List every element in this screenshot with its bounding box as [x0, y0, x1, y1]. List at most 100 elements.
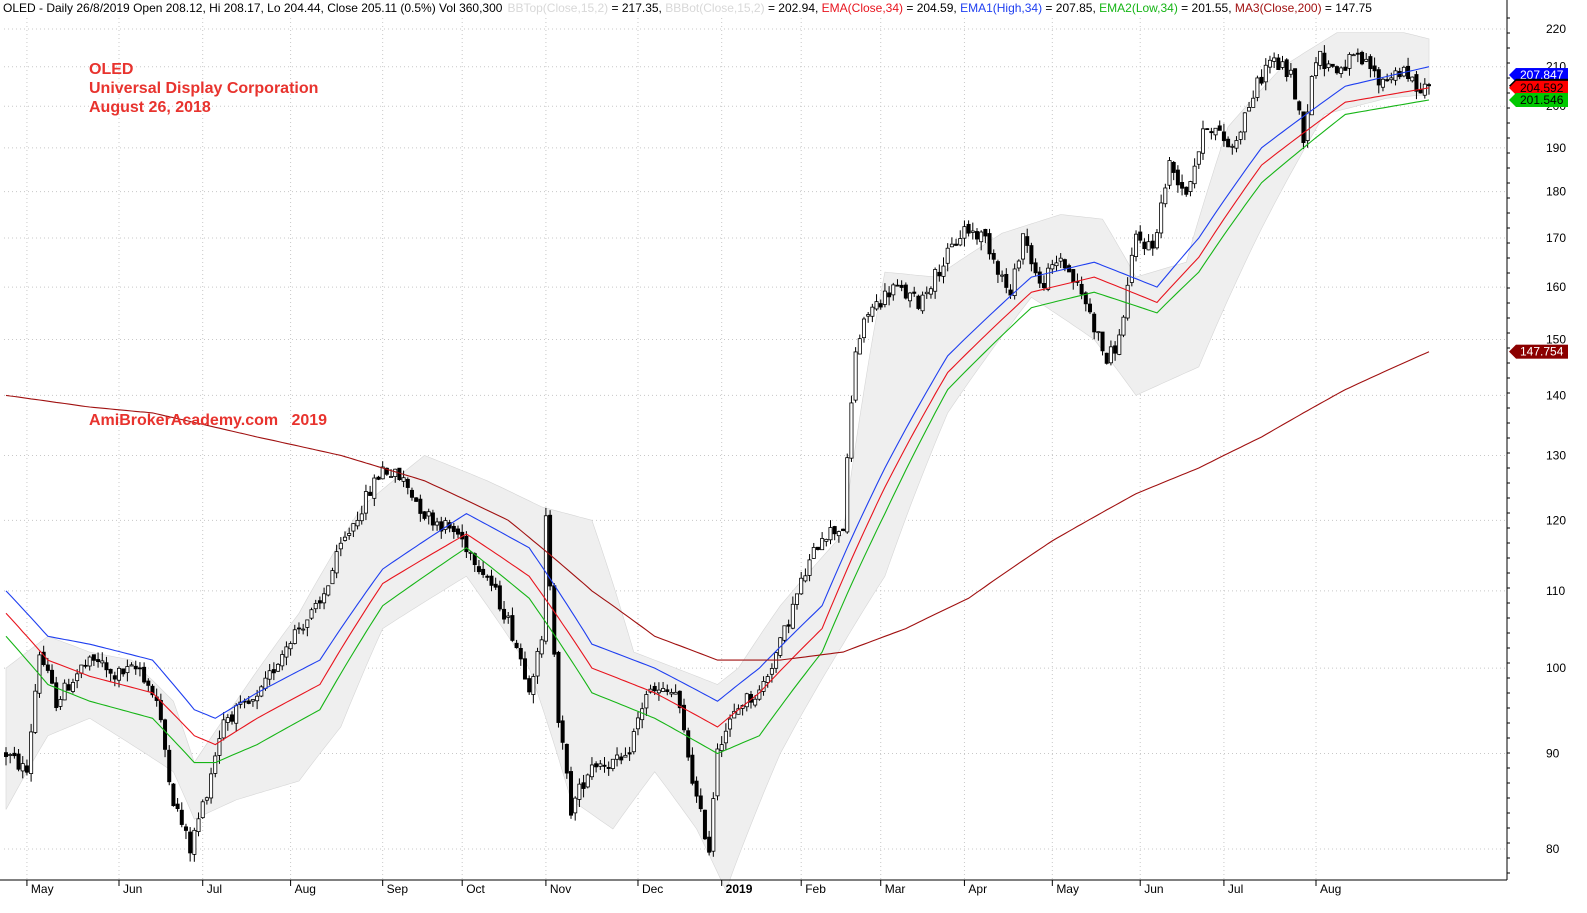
candle-body	[171, 783, 176, 807]
candle-body	[606, 766, 611, 769]
candle-body	[1175, 169, 1180, 186]
price-box-pointer	[1509, 68, 1516, 83]
candle-body	[623, 754, 628, 758]
candle-body	[384, 467, 389, 475]
candle-body	[29, 731, 34, 774]
y-tick-label: 140	[1546, 388, 1566, 402]
x-tick-label: Jun	[123, 882, 142, 896]
x-tick-label: 2019	[726, 882, 753, 896]
candle-body	[836, 531, 841, 537]
x-tick-label: Sep	[387, 882, 409, 896]
candle-body	[799, 577, 804, 595]
candle-body	[531, 676, 536, 695]
candle-body	[1238, 131, 1243, 140]
candle-body	[1259, 76, 1264, 84]
candle-body	[464, 535, 469, 553]
candle-body	[20, 763, 25, 772]
candle-body	[225, 717, 230, 723]
candle-body	[673, 691, 678, 695]
candle-body	[96, 659, 101, 663]
candle-body	[853, 351, 858, 401]
candle-body	[682, 704, 687, 731]
candle-body	[556, 651, 561, 723]
candle-body	[309, 609, 314, 619]
candle-body	[1364, 58, 1369, 62]
candle-body	[489, 575, 494, 586]
candle-body	[824, 538, 829, 542]
bbbot-label: BBBot(Close,15,2)	[665, 1, 764, 15]
candle-body	[610, 758, 615, 769]
candle-body	[158, 700, 163, 721]
candle-body	[146, 680, 151, 686]
candle-body	[895, 284, 900, 287]
candle-body	[422, 511, 427, 519]
candle-body	[409, 489, 414, 498]
candle-body	[476, 566, 481, 573]
y-tick-label: 90	[1546, 747, 1560, 761]
candle-body	[539, 639, 544, 655]
candle-body	[627, 752, 632, 755]
ma3-label: MA3(Close,200)	[1235, 1, 1322, 15]
candle-body	[1272, 57, 1277, 62]
candle-body	[121, 668, 126, 675]
candle-body	[970, 230, 975, 233]
candle-body	[702, 809, 707, 840]
x-tick-label: Jul	[1228, 882, 1243, 896]
candle-body	[1054, 262, 1059, 267]
candle-body	[192, 829, 197, 855]
price-box-label: 201.546	[1520, 93, 1564, 107]
candle-body	[1058, 257, 1063, 262]
ema-label: EMA(Close,34)	[822, 1, 903, 15]
candle-body	[560, 720, 565, 743]
candle-body	[573, 797, 578, 814]
candle-body	[518, 648, 523, 660]
candle-body	[719, 744, 724, 752]
candle-body	[443, 520, 448, 530]
candle-body	[1012, 268, 1017, 297]
x-tick-label: Jul	[207, 882, 222, 896]
candle-body	[857, 338, 862, 355]
candle-body	[250, 699, 255, 702]
candle-body	[276, 663, 281, 672]
candle-body	[1427, 84, 1432, 87]
candle-body	[899, 284, 904, 288]
candle-body	[954, 243, 959, 246]
candle-body	[1004, 273, 1009, 288]
candle-body	[267, 670, 272, 680]
y-tick-label: 160	[1546, 280, 1566, 294]
indicator-line	[5, 99, 1430, 764]
candle-body	[502, 608, 507, 620]
candle-body	[1401, 66, 1406, 77]
candle-body	[887, 292, 892, 298]
candle-body	[112, 675, 117, 680]
candle-body	[41, 651, 46, 665]
candle-body	[1301, 111, 1306, 143]
candle-body	[983, 228, 988, 237]
candle-body	[1046, 267, 1051, 290]
candle-body	[1389, 77, 1394, 81]
candle-body	[966, 223, 971, 234]
x-tick-label: May	[1056, 882, 1079, 896]
candle-body	[765, 676, 770, 683]
candle-body	[183, 826, 188, 831]
candle-body	[535, 651, 540, 677]
candle-body	[987, 233, 992, 255]
candle-body	[129, 664, 134, 667]
y-tick-label: 130	[1546, 448, 1566, 462]
candle-body	[665, 689, 670, 692]
candle-body	[615, 754, 620, 760]
candle-body	[1180, 182, 1185, 189]
indicator-line	[5, 66, 1430, 719]
candle-body	[1021, 233, 1026, 260]
price-box-pointer	[1509, 344, 1516, 359]
candle-body	[882, 290, 887, 305]
candle-body	[1000, 274, 1005, 277]
candle-body	[635, 717, 640, 730]
candle-body	[903, 284, 908, 299]
candle-body	[1418, 89, 1423, 94]
candle-body	[1113, 345, 1118, 354]
candle-body	[878, 303, 883, 308]
candle-body	[1247, 107, 1252, 112]
y-tick-label: 190	[1546, 141, 1566, 155]
candle-body	[439, 521, 444, 532]
